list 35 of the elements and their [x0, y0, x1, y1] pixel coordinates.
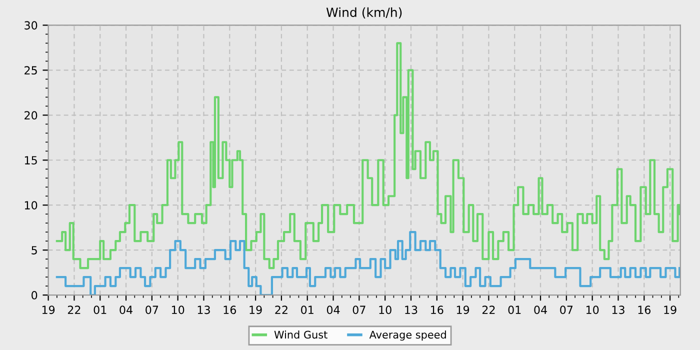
x-tick-label: 13 [405, 306, 418, 314]
y-tick-label: 5 [32, 246, 37, 254]
x-tick-label: 16 [431, 306, 444, 314]
y-tick-label: 10 [24, 201, 38, 210]
legend-label: Average speed [369, 330, 446, 341]
x-tick-label: 16 [638, 306, 650, 314]
x-tick-label: 07 [146, 306, 158, 314]
x-tick-label: 16 [224, 306, 236, 314]
x-tick-label: 01 [301, 306, 314, 314]
x-tick-label: 01 [94, 306, 106, 314]
y-tick-label: 0 [32, 291, 38, 300]
x-tick-label: 10 [586, 306, 599, 314]
x-tick-label: 01 [508, 306, 521, 314]
x-tick-label: 13 [198, 306, 210, 314]
x-tick-label: 13 [612, 306, 624, 314]
x-tick-label: 10 [172, 306, 184, 314]
x-tick-label: 22 [482, 306, 495, 314]
legend-label: Wind Gust [274, 330, 328, 339]
x-tick-label: 19 [42, 306, 55, 314]
x-tick-label: 07 [352, 306, 366, 314]
x-tick-label: 22 [275, 306, 288, 314]
x-tick-label: 04 [326, 306, 340, 314]
x-tick-label: 04 [120, 306, 132, 314]
x-tick-label: 22 [68, 306, 80, 314]
y-tick-label: 30 [24, 21, 38, 30]
x-tick-label: 07 [560, 306, 573, 314]
x-tick-label: 19 [250, 306, 262, 314]
x-tick-label: 04 [534, 306, 547, 314]
y-tick-label: 25 [24, 66, 37, 75]
y-tick-label: 15 [24, 156, 37, 165]
x-tick-label: 19 [456, 306, 470, 314]
x-tick-label: 10 [379, 306, 392, 314]
y-tick-label: 20 [24, 111, 38, 120]
x-tick-label: 19 [664, 306, 676, 314]
chart-title: Wind (km/h) [326, 7, 402, 19]
